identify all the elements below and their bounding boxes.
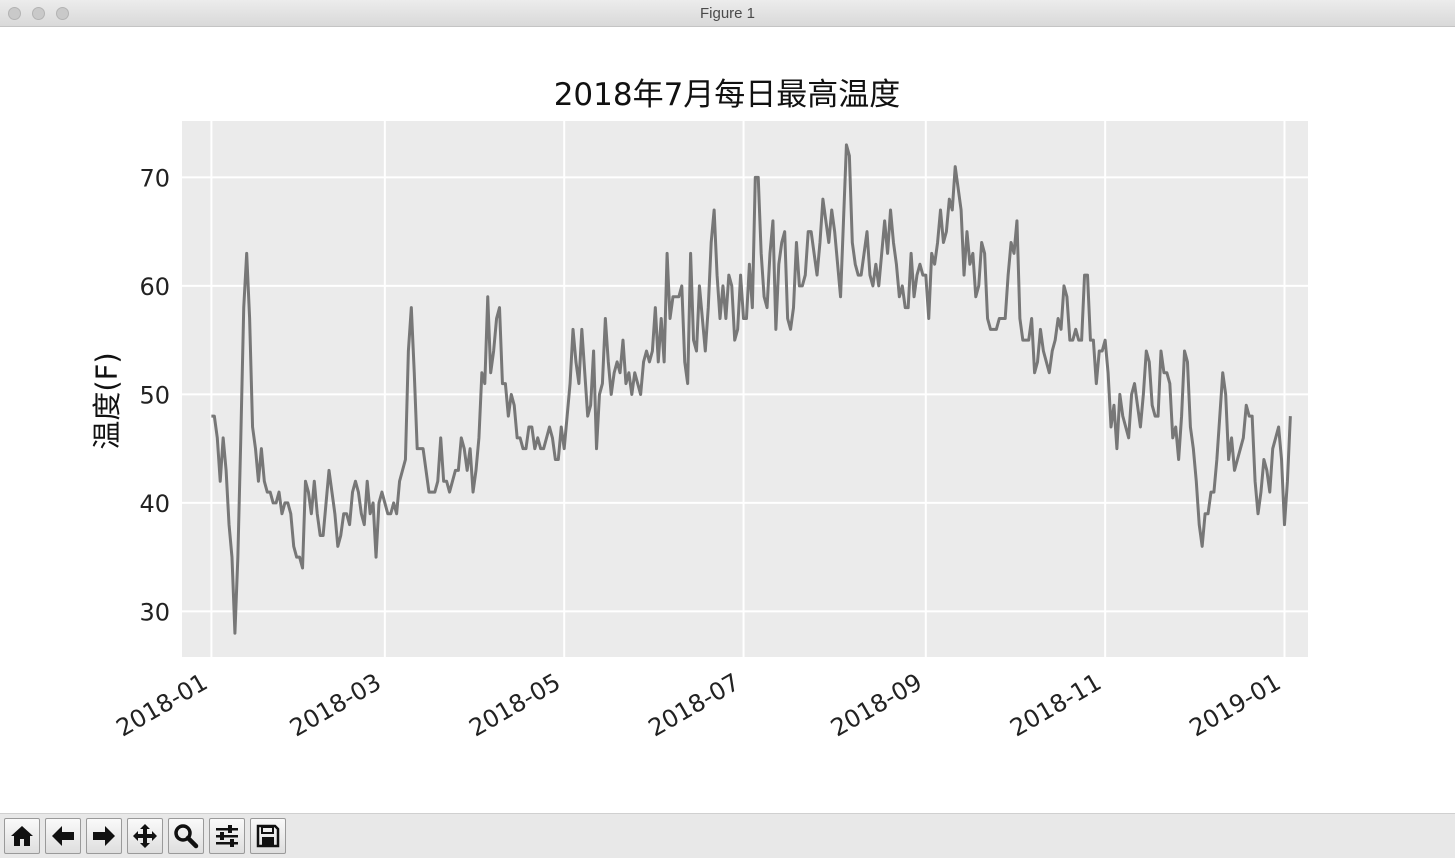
y-tick-label: 30: [139, 598, 170, 626]
y-axis-label: 温度(F): [90, 352, 124, 449]
save-button[interactable]: [250, 818, 286, 854]
title-bar: Figure 1: [0, 0, 1455, 27]
back-arrow-icon: [52, 826, 74, 846]
y-axis-ticks: 30 40 50 60 70: [139, 164, 170, 626]
y-tick-label: 40: [139, 490, 170, 518]
forward-arrow-icon: [93, 826, 115, 846]
y-tick-label: 70: [139, 164, 170, 192]
series-line: [211, 143, 1292, 635]
home-icon: [11, 826, 33, 846]
pan-icon: [133, 824, 157, 848]
window-title: Figure 1: [699, 5, 756, 22]
pan-button[interactable]: [127, 818, 163, 854]
configure-subplots-button[interactable]: [209, 818, 245, 854]
x-tick-label: 2018-03: [285, 668, 386, 742]
minimize-window-icon[interactable]: [32, 7, 45, 20]
plot-area[interactable]: [182, 121, 1308, 657]
configure-subplots-icon: [216, 825, 238, 847]
navigation-toolbar: [0, 813, 1455, 858]
y-tick-label: 60: [139, 273, 170, 301]
x-tick-label: 2018-09: [826, 668, 927, 742]
x-tick-label: 2018-05: [464, 668, 565, 742]
zoom-button[interactable]: [168, 818, 204, 854]
x-tick-label: 2019-01: [1185, 668, 1286, 742]
zoom-icon: [174, 824, 199, 849]
chart-title: 2018年7月每日最高温度: [554, 77, 901, 113]
forward-button[interactable]: [86, 818, 122, 854]
x-tick-label: 2018-11: [1005, 668, 1106, 742]
x-axis-ticks: 2018-01 2018-03 2018-05 2018-07 2018-09 2018-…: [112, 668, 1286, 742]
x-tick-label: 2018-01: [112, 668, 213, 742]
zoom-window-icon[interactable]: [56, 7, 69, 20]
y-tick-label: 50: [139, 381, 170, 409]
close-window-icon[interactable]: [8, 7, 21, 20]
save-icon: [256, 824, 280, 848]
x-tick-label: 2018-07: [644, 668, 745, 742]
back-button[interactable]: [45, 818, 81, 854]
home-button[interactable]: [4, 818, 40, 854]
